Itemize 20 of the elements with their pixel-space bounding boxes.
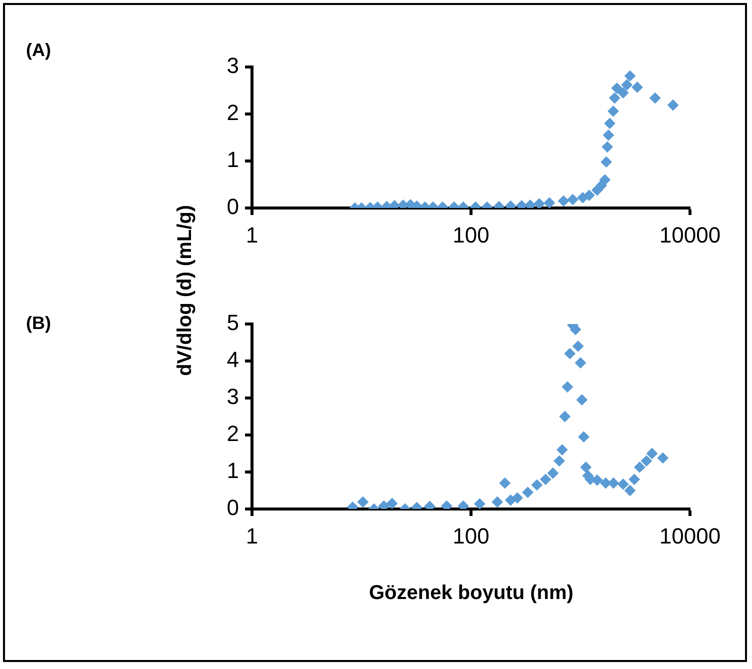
- y-tick-label: 5: [226, 310, 239, 336]
- y-tick-label: 4: [226, 347, 239, 372]
- y-tick-label: 2: [226, 100, 239, 126]
- x-tick-label: 1: [246, 523, 258, 548]
- y-tick-label: 1: [226, 147, 239, 172]
- y-tick-label: 0: [226, 495, 239, 520]
- x-axis-title: Gözenek boyutu (nm): [369, 582, 574, 605]
- y-tick-label: 0: [226, 194, 239, 220]
- y-axis-title: dV/dlog (d) (mL/g): [174, 204, 197, 376]
- text: (B): [26, 312, 51, 333]
- x-tick-label: 10000: [659, 222, 721, 248]
- x-tick-label: 1: [246, 222, 258, 248]
- y-tick-label: 2: [226, 421, 239, 446]
- y-tick-label: 3: [226, 53, 239, 78]
- text: (A): [26, 40, 51, 60]
- x-tick-label: 10000: [659, 523, 721, 548]
- x-tick-label: 100: [452, 222, 490, 248]
- x-tick-label: 100: [452, 523, 490, 548]
- y-tick-label: 1: [226, 458, 239, 484]
- y-tick-label: 3: [226, 384, 239, 410]
